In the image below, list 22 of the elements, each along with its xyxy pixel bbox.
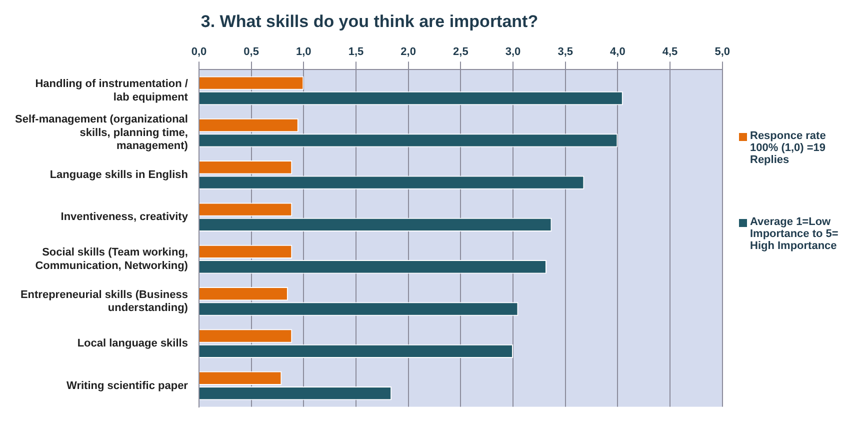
y-tick-label: Inventiveness, creativity bbox=[60, 211, 189, 224]
x-tick-label: 1,5 bbox=[348, 46, 364, 58]
y-tick-label: Local language skills bbox=[77, 338, 188, 350]
y-tick-label: Social skills (Team working, Communication, Networking) bbox=[35, 246, 188, 272]
x-tick-label: 0,0 bbox=[191, 46, 207, 58]
x-tick-label: 5,0 bbox=[714, 46, 730, 58]
y-tick-label: Handling of instrumentation / lab equipment bbox=[35, 78, 188, 104]
x-tick-label: 2,5 bbox=[453, 46, 468, 58]
x-tick-label: 3,5 bbox=[558, 46, 573, 58]
legend-label: Responce rate 100% (1,0) =19 Replies bbox=[750, 130, 827, 166]
x-tick-label: 4,0 bbox=[610, 46, 626, 58]
x-tick-label: 2,0 bbox=[400, 46, 416, 58]
y-tick-label: Writing scientific paper bbox=[66, 380, 189, 392]
legend-label: Average 1=Low Importance to 5= High Importance bbox=[750, 216, 840, 252]
y-tick-label: Entrepreneurial skills (Business understanding) bbox=[20, 288, 188, 314]
x-tick-label: 3,0 bbox=[505, 46, 521, 58]
x-tick-label: 4,5 bbox=[662, 46, 678, 58]
x-tick-label: 0,5 bbox=[244, 46, 259, 58]
y-tick-label: Self-management (organizational skills, planning time, management) bbox=[14, 114, 188, 152]
y-tick-label: Language skills in English bbox=[50, 169, 188, 182]
x-tick-label: 1,0 bbox=[296, 46, 312, 58]
chart-title: 3. What skills do you think are important? bbox=[200, 12, 538, 31]
